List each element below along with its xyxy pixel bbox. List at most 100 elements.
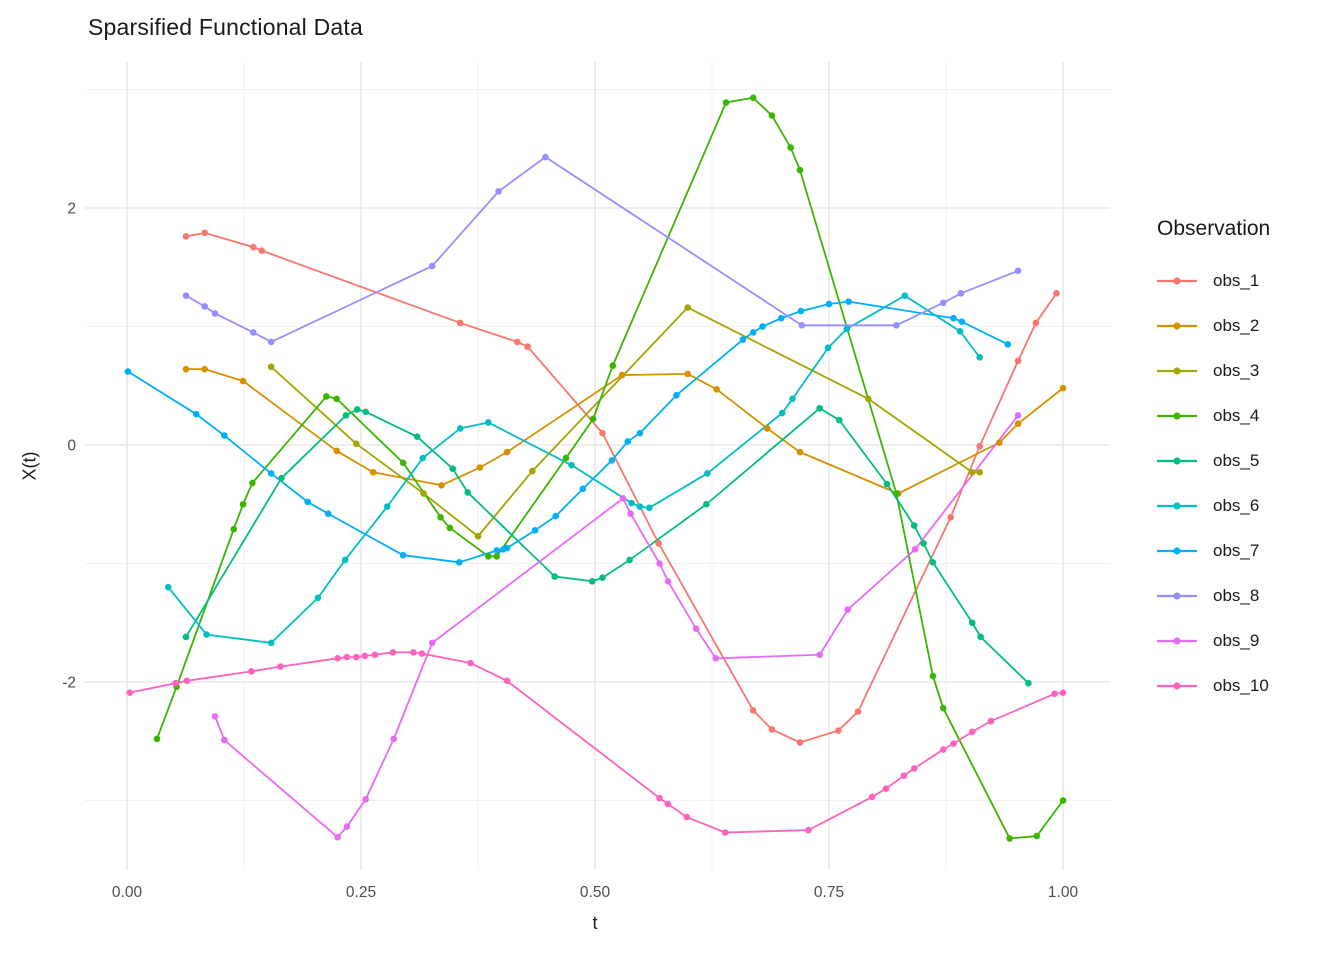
data-point (420, 490, 428, 497)
data-point (920, 540, 927, 547)
data-point (929, 672, 937, 680)
data-point (749, 94, 757, 102)
data-point (201, 365, 208, 373)
data-point (230, 525, 238, 533)
data-point (777, 314, 785, 322)
data-point (939, 299, 947, 307)
data-point (722, 99, 730, 106)
data-point (835, 727, 842, 734)
data-point (599, 429, 606, 437)
data-point (721, 829, 729, 836)
data-point (531, 527, 539, 534)
legend-key-icon (1157, 681, 1197, 690)
data-point (362, 796, 369, 803)
data-point (164, 583, 172, 591)
data-point (503, 448, 511, 456)
data-point (627, 510, 634, 518)
data-point (968, 468, 976, 476)
data-point (323, 393, 330, 400)
data-point (126, 689, 134, 696)
data-point (267, 470, 275, 477)
data-point (618, 371, 626, 379)
data-point (267, 639, 275, 647)
data-point (248, 668, 255, 675)
data-point (476, 464, 484, 471)
data-point (314, 594, 322, 602)
data-point (542, 153, 549, 161)
data-point (183, 677, 191, 685)
data-point (968, 619, 976, 627)
legend-item-obs_8: obs_8 (1157, 573, 1342, 618)
data-point (239, 377, 247, 385)
x-tick-labels: 0.00 0.25 0.50 0.75 1.00 (112, 884, 1079, 901)
data-point (353, 406, 361, 413)
data-point (1059, 797, 1067, 804)
data-point (626, 556, 633, 564)
y-tick-label: 0 (67, 438, 76, 455)
data-point (1051, 690, 1058, 698)
series-line-obs_10 (128, 651, 1064, 834)
data-point (1014, 357, 1022, 365)
data-point (464, 489, 472, 496)
legend-item-label: obs_1 (1213, 270, 1260, 290)
legend-item-obs_6: obs_6 (1157, 483, 1342, 528)
legend-key-icon (1157, 321, 1197, 330)
series-points-obs_3 (267, 304, 983, 540)
data-point (996, 439, 1003, 446)
series-points-obs_10 (126, 649, 1067, 836)
data-point (739, 336, 747, 343)
series-line-obs_8 (185, 156, 1019, 343)
data-point (854, 708, 862, 715)
data-point (389, 649, 397, 656)
data-point (787, 144, 794, 151)
data-point (900, 772, 908, 779)
data-point (418, 650, 426, 657)
data-point (362, 408, 369, 416)
data-point (655, 540, 662, 547)
data-point (371, 651, 379, 659)
data-point (910, 765, 918, 772)
data-point (428, 262, 436, 270)
y-axis-title: X(t) (19, 451, 40, 481)
data-point (192, 410, 200, 418)
legend-key-icon (1157, 366, 1197, 375)
data-point (211, 310, 219, 317)
data-point (333, 447, 340, 455)
data-point (124, 368, 132, 375)
legend-item-label: obs_3 (1213, 360, 1260, 380)
data-point (562, 454, 570, 462)
legend-item-obs_4: obs_4 (1157, 393, 1342, 438)
data-point (182, 292, 190, 299)
data-point (361, 652, 369, 660)
data-point (182, 365, 190, 373)
legend-key-icon (1157, 546, 1197, 555)
data-point (201, 229, 208, 237)
series-points-obs_4 (153, 94, 1067, 842)
data-point (664, 800, 672, 808)
legend-key-icon (1157, 276, 1197, 285)
data-point (939, 704, 947, 712)
data-point (369, 468, 377, 476)
data-point (1059, 689, 1067, 696)
data-point (599, 574, 606, 582)
data-point (893, 322, 900, 329)
data-point (493, 553, 501, 560)
data-point (673, 391, 680, 399)
data-point (399, 459, 407, 467)
x-tick-label: 1.00 (1048, 884, 1079, 901)
data-point (343, 653, 351, 661)
legend-title: Observation (1157, 217, 1271, 240)
data-point (449, 465, 457, 473)
data-point (410, 649, 417, 656)
data-point (768, 112, 776, 119)
series-line-obs_5 (185, 407, 1030, 685)
data-point (843, 325, 851, 333)
legend-key-icon (1157, 456, 1197, 465)
legend-item-obs_2: obs_2 (1157, 303, 1342, 348)
data-point (493, 547, 501, 554)
data-point (796, 739, 804, 746)
data-point (692, 625, 700, 632)
legend-key-icon (1157, 636, 1197, 645)
data-point (267, 338, 275, 346)
data-point (172, 679, 179, 687)
